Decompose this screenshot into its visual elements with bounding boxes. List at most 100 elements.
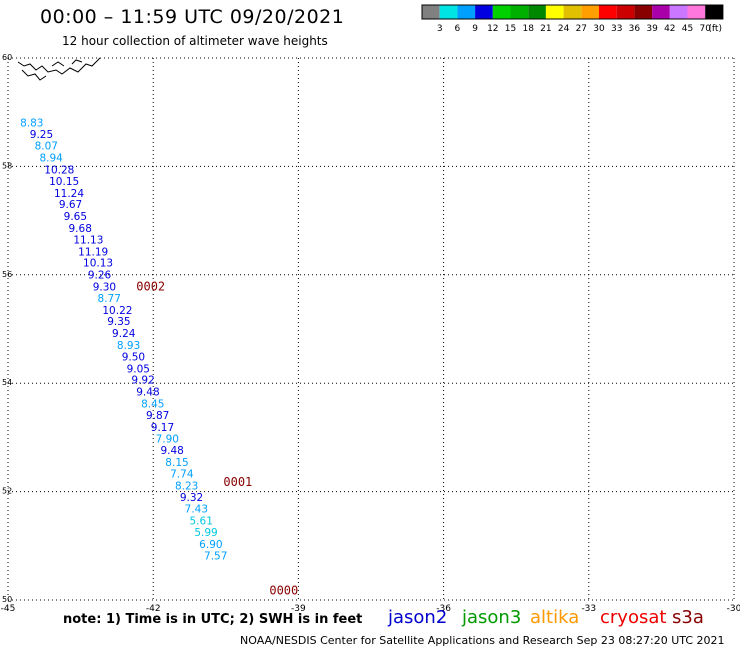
swh-point: 9.50 bbox=[122, 351, 145, 363]
scale-swatch bbox=[599, 5, 617, 19]
swh-point: 8.93 bbox=[117, 340, 140, 352]
scale-label: 6 bbox=[455, 24, 461, 34]
scale-swatch bbox=[422, 5, 440, 19]
x-tick-label: -39 bbox=[291, 604, 306, 614]
scale-label: 42 bbox=[664, 24, 675, 34]
y-tick-label: 50 bbox=[2, 595, 12, 604]
swh-point: 9.30 bbox=[93, 282, 116, 294]
time-label: 0002 bbox=[136, 280, 165, 294]
x-tick-label: -45 bbox=[1, 604, 16, 614]
x-tick-label: -30 bbox=[727, 604, 740, 614]
scale-label: 12 bbox=[487, 24, 498, 34]
scale-label: 24 bbox=[558, 24, 570, 34]
swh-point: 10.15 bbox=[49, 176, 79, 188]
y-tick-label: 60 bbox=[2, 53, 12, 62]
swh-point: 10.28 bbox=[44, 164, 74, 176]
scale-swatch bbox=[457, 5, 476, 19]
swh-point: 9.26 bbox=[88, 270, 112, 282]
swh-point: 9.35 bbox=[107, 316, 130, 328]
satellite-jason2: jason2 bbox=[388, 607, 448, 628]
scale-label: 3 bbox=[437, 24, 443, 34]
scale-swatch bbox=[528, 5, 546, 19]
swh-point: 9.67 bbox=[59, 199, 82, 211]
scale-label: 18 bbox=[522, 24, 534, 34]
x-tick-label: -36 bbox=[436, 604, 451, 614]
x-tick-labels: -45 -42 -39 -36 -33 -30 bbox=[1, 604, 740, 614]
y-tick-label: 52 bbox=[2, 487, 12, 496]
swh-point: 7.57 bbox=[204, 550, 227, 562]
satellite-jason3: jason3 bbox=[462, 607, 522, 628]
chart-subtitle: 12 hour collection of altimeter wave hei… bbox=[62, 34, 328, 48]
scale-label: 9 bbox=[472, 24, 478, 34]
scale-label: 70 bbox=[699, 24, 711, 34]
y-tick-labels: 50 52 54 56 58 60 bbox=[2, 53, 12, 604]
footer-credit: NOAA/NESDIS Center for Satellite Applica… bbox=[240, 634, 725, 647]
swh-point: 8.94 bbox=[39, 153, 63, 165]
scale-swatch bbox=[439, 5, 458, 19]
y-tick-label: 56 bbox=[2, 270, 12, 279]
swh-point: 7.90 bbox=[156, 433, 179, 445]
swh-point: 11.24 bbox=[54, 188, 84, 200]
scale-swatch bbox=[581, 5, 599, 19]
scale-swatch bbox=[492, 5, 511, 19]
swh-point: 9.65 bbox=[64, 211, 87, 223]
swh-point: 9.32 bbox=[180, 492, 203, 504]
swh-point: 8.83 bbox=[20, 117, 43, 129]
time-labels: 0002 0001 0000 bbox=[136, 280, 298, 598]
color-scale-bar bbox=[421, 4, 724, 20]
swh-point: 9.48 bbox=[136, 387, 159, 399]
scale-label: 27 bbox=[576, 24, 587, 34]
swh-point: 9.68 bbox=[69, 223, 92, 235]
swh-point: 7.74 bbox=[170, 469, 194, 481]
footer-note: note: 1) Time is in UTC; 2) SWH is in fe… bbox=[63, 612, 363, 627]
scale-swatch bbox=[705, 5, 723, 19]
scale-swatch bbox=[616, 5, 635, 19]
swh-values: 8.839.258.078.9410.2810.1511.249.679.659… bbox=[20, 117, 227, 562]
satellite-altika: altika bbox=[530, 607, 580, 628]
swh-point: 10.22 bbox=[102, 305, 132, 317]
scale-label: 21 bbox=[540, 24, 551, 34]
y-tick-label: 58 bbox=[2, 161, 12, 170]
coastline bbox=[17, 57, 101, 81]
swh-point: 9.92 bbox=[131, 375, 154, 387]
scale-swatch bbox=[669, 5, 688, 19]
chart-title: 00:00 – 11:59 UTC 09/20/2021 bbox=[40, 6, 345, 28]
scale-unit: (ft) bbox=[708, 24, 722, 34]
swh-point: 6.90 bbox=[199, 539, 222, 551]
scale-label: 39 bbox=[646, 24, 658, 34]
time-label: 0001 bbox=[223, 475, 252, 489]
swh-point: 10.13 bbox=[83, 258, 113, 270]
swh-point: 9.48 bbox=[160, 445, 183, 457]
scale-swatch bbox=[545, 5, 564, 19]
scale-label: 15 bbox=[505, 24, 516, 34]
swh-point: 9.05 bbox=[127, 363, 150, 375]
scale-swatch bbox=[510, 5, 529, 19]
color-scale-labels: 3 6 9 12 15 18 21 24 27 30 33 36 39 42 45 70(ft) bbox=[437, 24, 722, 34]
swh-point: 8.23 bbox=[175, 480, 198, 492]
scale-swatch bbox=[687, 5, 706, 19]
satellite-s3a: s3a bbox=[672, 607, 704, 628]
swh-point: 7.43 bbox=[185, 504, 208, 516]
swh-point: 8.45 bbox=[141, 399, 164, 411]
satellite-cryosat: cryosat bbox=[600, 607, 667, 628]
swh-point: 8.15 bbox=[165, 457, 188, 469]
scale-label: 33 bbox=[611, 24, 622, 34]
scale-swatch bbox=[563, 5, 582, 19]
swh-point: 8.77 bbox=[98, 293, 121, 305]
scale-label: 30 bbox=[593, 24, 605, 34]
swh-point: 9.87 bbox=[146, 410, 169, 422]
swh-point: 11.19 bbox=[78, 246, 108, 258]
scale-swatch bbox=[652, 5, 670, 19]
swh-point: 5.99 bbox=[194, 527, 217, 539]
scale-swatch bbox=[475, 5, 493, 19]
swh-point: 9.24 bbox=[112, 328, 136, 340]
swh-point: 8.07 bbox=[35, 141, 58, 153]
x-tick-label: -42 bbox=[146, 604, 161, 614]
swh-point: 11.13 bbox=[73, 234, 103, 246]
scale-swatch bbox=[634, 5, 653, 19]
swh-point: 5.61 bbox=[190, 516, 213, 528]
grid-lines bbox=[7, 57, 735, 601]
scale-label: 45 bbox=[682, 24, 693, 34]
y-tick-label: 54 bbox=[2, 378, 12, 387]
